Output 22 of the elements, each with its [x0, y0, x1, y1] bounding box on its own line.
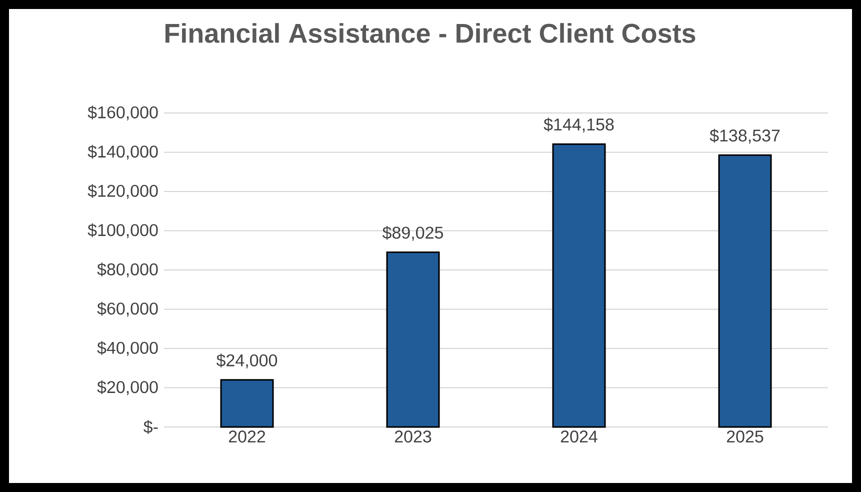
x-tick-label: 2025: [726, 430, 764, 443]
data-label: $89,025: [382, 226, 443, 241]
data-label: $144,158: [544, 118, 614, 133]
data-label: $24,000: [216, 354, 278, 368]
y-tick-label: $160,000: [88, 106, 158, 120]
y-tick-label: $20,000: [97, 380, 158, 396]
y-tick-label: $100,000: [88, 223, 158, 238]
y-tick-label: $120,000: [88, 184, 158, 199]
bar: [220, 379, 274, 428]
y-tick-label: $40,000: [97, 341, 158, 356]
bar: [552, 143, 606, 428]
x-tick-label: 2024: [560, 430, 598, 443]
x-tick-label: 2023: [394, 430, 432, 443]
y-tick-label: $60,000: [97, 302, 158, 317]
y-tick-label: $-: [144, 420, 158, 434]
data-label: $138,537: [710, 128, 780, 144]
y-tick-label: $80,000: [97, 262, 158, 278]
bar: [718, 154, 772, 428]
chart-title: Financial Assistance - Direct Client Costs: [165, 23, 696, 43]
x-tick-label: 2022: [228, 430, 266, 443]
bar: [386, 252, 440, 428]
y-tick-label: $140,000: [88, 144, 158, 160]
